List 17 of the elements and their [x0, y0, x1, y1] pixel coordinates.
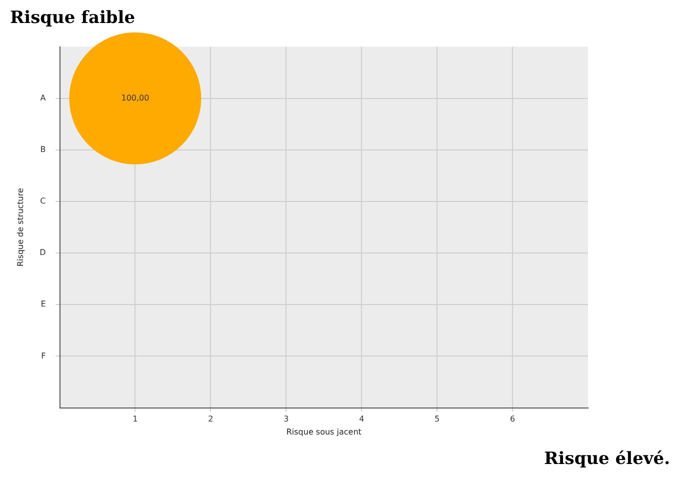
x-tick-label: 3: [284, 414, 289, 424]
x-tick-label: 1: [132, 414, 138, 424]
chart-title: Risque faible: [10, 8, 136, 30]
x-tick-label: 4: [359, 414, 364, 424]
x-tick-label: 6: [510, 414, 516, 424]
y-tick-label: B: [40, 145, 46, 154]
text: Risque élevé.: [543, 449, 670, 469]
x-axis-title: Risque sous jacent: [286, 427, 362, 436]
y-tick-label: C: [40, 196, 46, 206]
y-tick-label: E: [40, 300, 46, 309]
y-tick-label: F: [41, 351, 46, 360]
x-tick-label: 2: [208, 414, 214, 424]
y-axis-title: Risque de structure: [16, 188, 25, 267]
y-tick-label: D: [40, 248, 46, 258]
x-tick-label: 5: [434, 414, 440, 424]
y-tick-label: A: [40, 93, 46, 102]
data-label: 100,00: [121, 93, 150, 102]
